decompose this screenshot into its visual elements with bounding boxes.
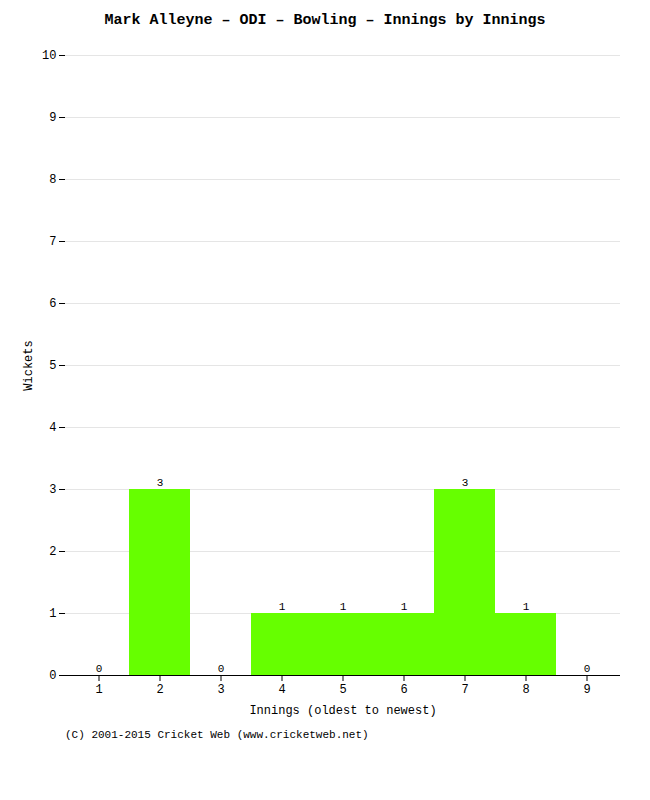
html-text:Mark Alleyne – ODI – Bowling –: Mark Alleyne – ODI – Bowling – Innings b… <box>104 12 546 29</box>
svg-text:5: 5 <box>49 359 56 373</box>
svg-text:1: 1 <box>279 601 286 613</box>
svg-text:2: 2 <box>156 683 163 697</box>
svg-text:10: 10 <box>42 49 56 63</box>
svg-text:5: 5 <box>339 683 346 697</box>
svg-text:Wickets: Wickets <box>22 340 36 390</box>
svg-text:9: 9 <box>583 683 590 697</box>
svg-text:1: 1 <box>401 601 408 613</box>
svg-text:3: 3 <box>217 683 224 697</box>
svg-text:9: 9 <box>49 111 56 125</box>
svg-text:7: 7 <box>49 235 56 249</box>
svg-text:1: 1 <box>49 607 56 621</box>
svg-text:0: 0 <box>584 663 591 675</box>
svg-text:4: 4 <box>49 421 56 435</box>
svg-text:0: 0 <box>218 663 225 675</box>
svg-text:3: 3 <box>462 477 469 489</box>
svg-text:6: 6 <box>49 297 56 311</box>
svg-text:8: 8 <box>49 173 56 187</box>
svg-text:1: 1 <box>95 683 102 697</box>
svg-text:1: 1 <box>340 601 347 613</box>
svg-text:7: 7 <box>461 683 468 697</box>
svg-text:4: 4 <box>278 683 285 697</box>
svg-text:0: 0 <box>96 663 103 675</box>
svg-text:3: 3 <box>157 477 164 489</box>
svg-text:6: 6 <box>400 683 407 697</box>
svg-text:2: 2 <box>49 545 56 559</box>
svg-text:8: 8 <box>522 683 529 697</box>
svg-text:1: 1 <box>523 601 530 613</box>
html-text:(C) 2001-2015 Cricket Web (www: (C) 2001-2015 Cricket Web (www.cricketwe… <box>65 729 369 741</box>
svg-text:Innings (oldest to newest): Innings (oldest to newest) <box>249 704 436 718</box>
svg-text:3: 3 <box>49 483 56 497</box>
svg-text:0: 0 <box>49 669 56 683</box>
